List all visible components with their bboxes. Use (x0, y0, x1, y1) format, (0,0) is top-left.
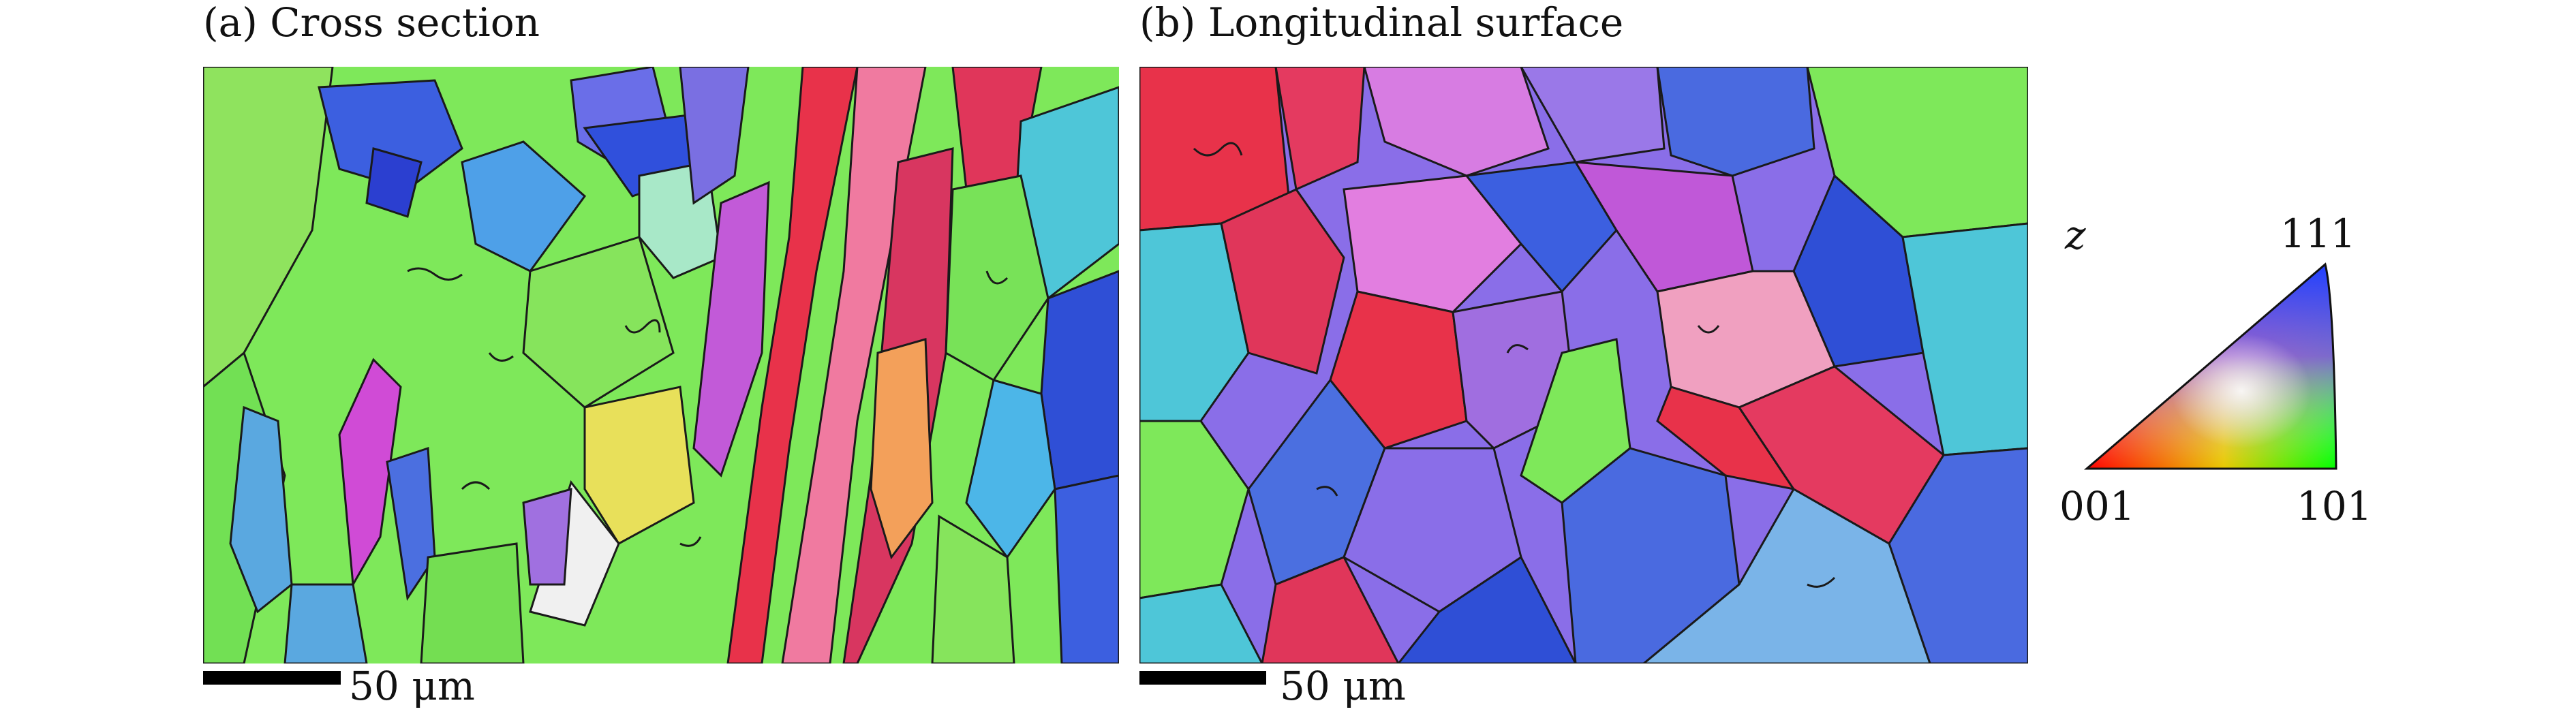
ipf-color-key (2051, 198, 2392, 538)
ebsd-map-cross-section-image (203, 67, 1119, 664)
panel-b-scale-bar-label: 50 μm (1280, 663, 1406, 709)
panel-b-caption: (b) Longitudinal surface (1139, 0, 1624, 46)
ipf-axis-label: z (2065, 212, 2086, 258)
ipf-corner-111-label: 111 (2280, 210, 2356, 257)
panel-a-scale-bar (203, 671, 341, 685)
ipf-corner-101-label: 101 (2297, 483, 2372, 529)
ebsd-map-longitudinal-surface (1139, 67, 2028, 664)
ebsd-map-cross-section (203, 67, 1119, 664)
ebsd-map-longitudinal-surface-image (1139, 67, 2028, 664)
panel-a-scale-bar-label: 50 μm (349, 663, 475, 709)
ipf-corner-001-label: 001 (2059, 483, 2135, 529)
ipf-color-key-triangle (2083, 262, 2337, 470)
panel-a-caption: (a) Cross section (203, 0, 540, 46)
panel-b-scale-bar (1139, 671, 1266, 685)
